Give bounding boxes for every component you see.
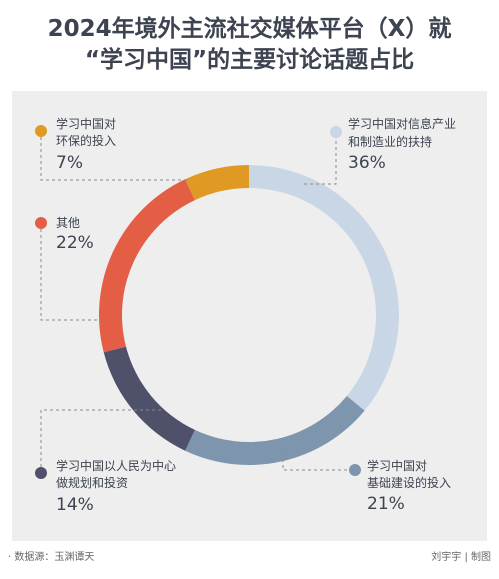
slice-info-industry-value: 36% (348, 153, 386, 173)
slice-info-industry-label-1: 学习中国对信息产业 (348, 117, 457, 131)
donut-slice-infrastructure (185, 395, 365, 465)
data-source: · 数据源：玉渊谭天 (8, 552, 95, 563)
slice-environment-value: 7% (56, 153, 83, 173)
leader-line-other (40, 229, 101, 321)
donut-slice-environment (185, 165, 249, 201)
chart-title: 2024年境外主流社交媒体平台（X）就 “学习中国”的主要讨论话题占比 (0, 14, 499, 76)
slice-people-centered-value: 14% (56, 495, 94, 515)
donut-slice-other (98, 179, 195, 353)
title-line-1: 2024年境外主流社交媒体平台（X）就 (47, 16, 452, 42)
slice-infrastructure-label-2: 基础建设的投入 (367, 476, 452, 490)
slice-other-value: 22% (56, 233, 94, 253)
title-line-2: “学习中国”的主要讨论话题占比 (84, 47, 415, 73)
slice-people-centered-label-2: 做规划和投资 (56, 476, 129, 490)
slice-info-industry-label-2: 和制造业的扶持 (348, 135, 433, 149)
slice-environment-dot (35, 125, 47, 137)
donut-chart (40, 135, 400, 471)
slice-infrastructure-value: 21% (367, 494, 405, 514)
slice-people-centered-dot (35, 467, 47, 479)
leader-line-people-centered (40, 409, 163, 467)
slice-other-dot (35, 217, 47, 229)
slice-environment-label-2: 环保的投入 (56, 134, 117, 148)
slice-infrastructure-dot (349, 464, 361, 476)
credit: 刘宇宇 | 制图 (431, 552, 491, 563)
slice-environment-label-1: 学习中国对 (56, 117, 117, 131)
donut-slice-people-centered (103, 346, 195, 451)
leader-line-environment (40, 137, 189, 181)
donut-slice-info-industry (249, 165, 400, 411)
leader-line-info-industry (304, 135, 337, 185)
slice-people-centered-label-1: 学习中国以人民为中心 (56, 459, 177, 473)
slice-other-label: 其他 (56, 216, 81, 230)
chart-panel: 学习中国对信息产业 和制造业的扶持 36% 学习中国对 基础建设的投入 21% … (12, 91, 487, 541)
slice-infrastructure-label-1: 学习中国对 (367, 459, 428, 473)
slice-info-industry-dot (330, 126, 342, 138)
